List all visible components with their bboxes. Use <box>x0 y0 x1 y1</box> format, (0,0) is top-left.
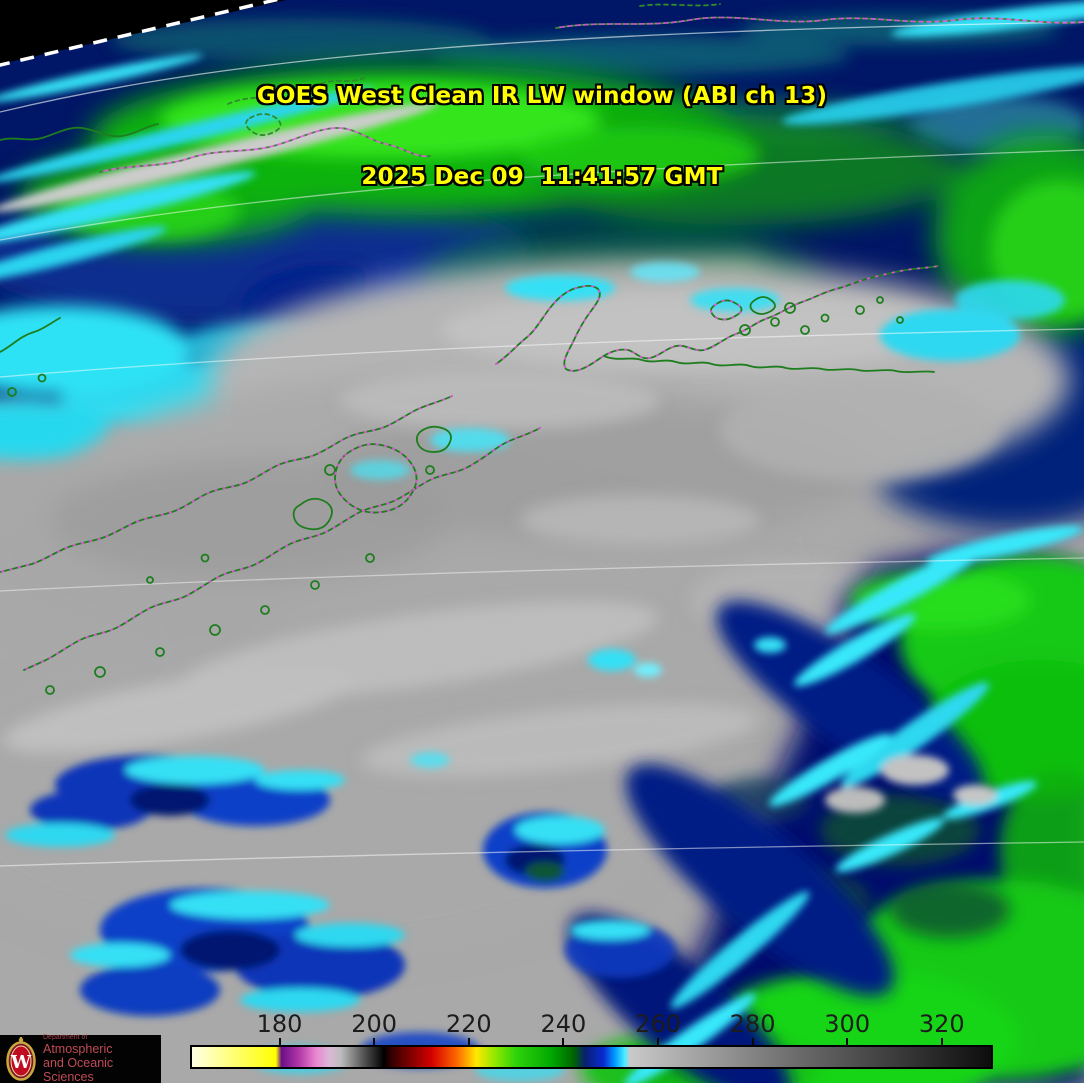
colorbar-tick-label: 180 <box>256 1010 303 1038</box>
colorbar-tick-label: 300 <box>824 1010 871 1038</box>
colorbar-tick <box>373 1038 376 1045</box>
colorbar-tick <box>940 1038 943 1045</box>
colorbar-tick <box>562 1038 565 1045</box>
cumulus-cells <box>5 637 786 1082</box>
logo-line2: and Oceanic Sciences <box>43 1056 114 1083</box>
title-line2: 2025 Dec 09 11:41:57 GMT <box>361 164 723 190</box>
graticule-lines <box>0 21 1084 867</box>
colorbar-gradient <box>190 1045 993 1069</box>
colorbar-tick <box>656 1038 659 1045</box>
storm-cyan-fringes <box>624 525 1084 1083</box>
image-title: GOES West Clean IR LW window (ABI ch 13)… <box>0 29 1084 245</box>
colorbar-tick-label: 280 <box>729 1010 776 1038</box>
colorbar-tick-label: 200 <box>351 1010 398 1038</box>
uw-crest-icon: W <box>6 1037 36 1081</box>
logo-text: Department of Atmospheric and Oceanic Sc… <box>43 1034 161 1083</box>
uw-monogram: W <box>10 1052 32 1073</box>
colorbar-tick <box>846 1038 849 1045</box>
colorbar-tick-label: 220 <box>445 1010 492 1038</box>
projection-edge <box>0 0 286 67</box>
title-line1: GOES West Clean IR LW window (ABI ch 13) <box>256 83 828 109</box>
colorbar-tick <box>278 1038 281 1045</box>
temperature-colorbar: 180 200 220 240 260 280 300 320 <box>190 1010 993 1070</box>
colorbar-tick <box>467 1038 470 1045</box>
colorbar-tick-label: 320 <box>918 1010 965 1038</box>
logo-dept-prefix: Department of <box>43 1034 88 1041</box>
uw-aos-logo: W Department of Atmospheric and Oceanic … <box>0 1034 161 1083</box>
coastlines <box>0 3 1084 695</box>
colorbar-tick <box>751 1038 754 1045</box>
colorbar-tick-label: 240 <box>540 1010 587 1038</box>
jet-streaks <box>0 0 1084 284</box>
colorbar-tick-label: 260 <box>635 1010 681 1038</box>
logo-line1: Atmospheric <box>43 1042 113 1056</box>
